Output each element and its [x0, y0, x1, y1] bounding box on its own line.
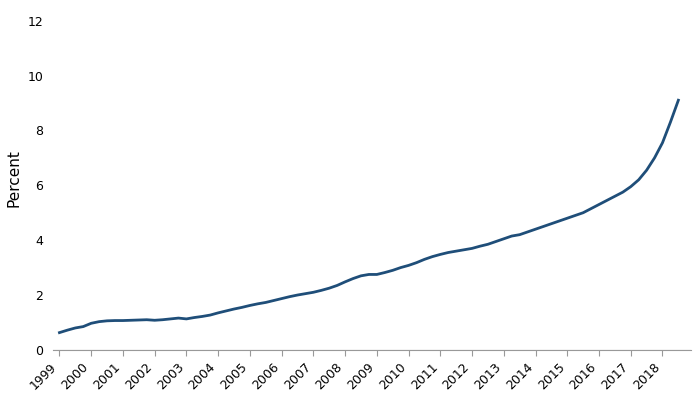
Y-axis label: Percent: Percent: [7, 150, 22, 207]
